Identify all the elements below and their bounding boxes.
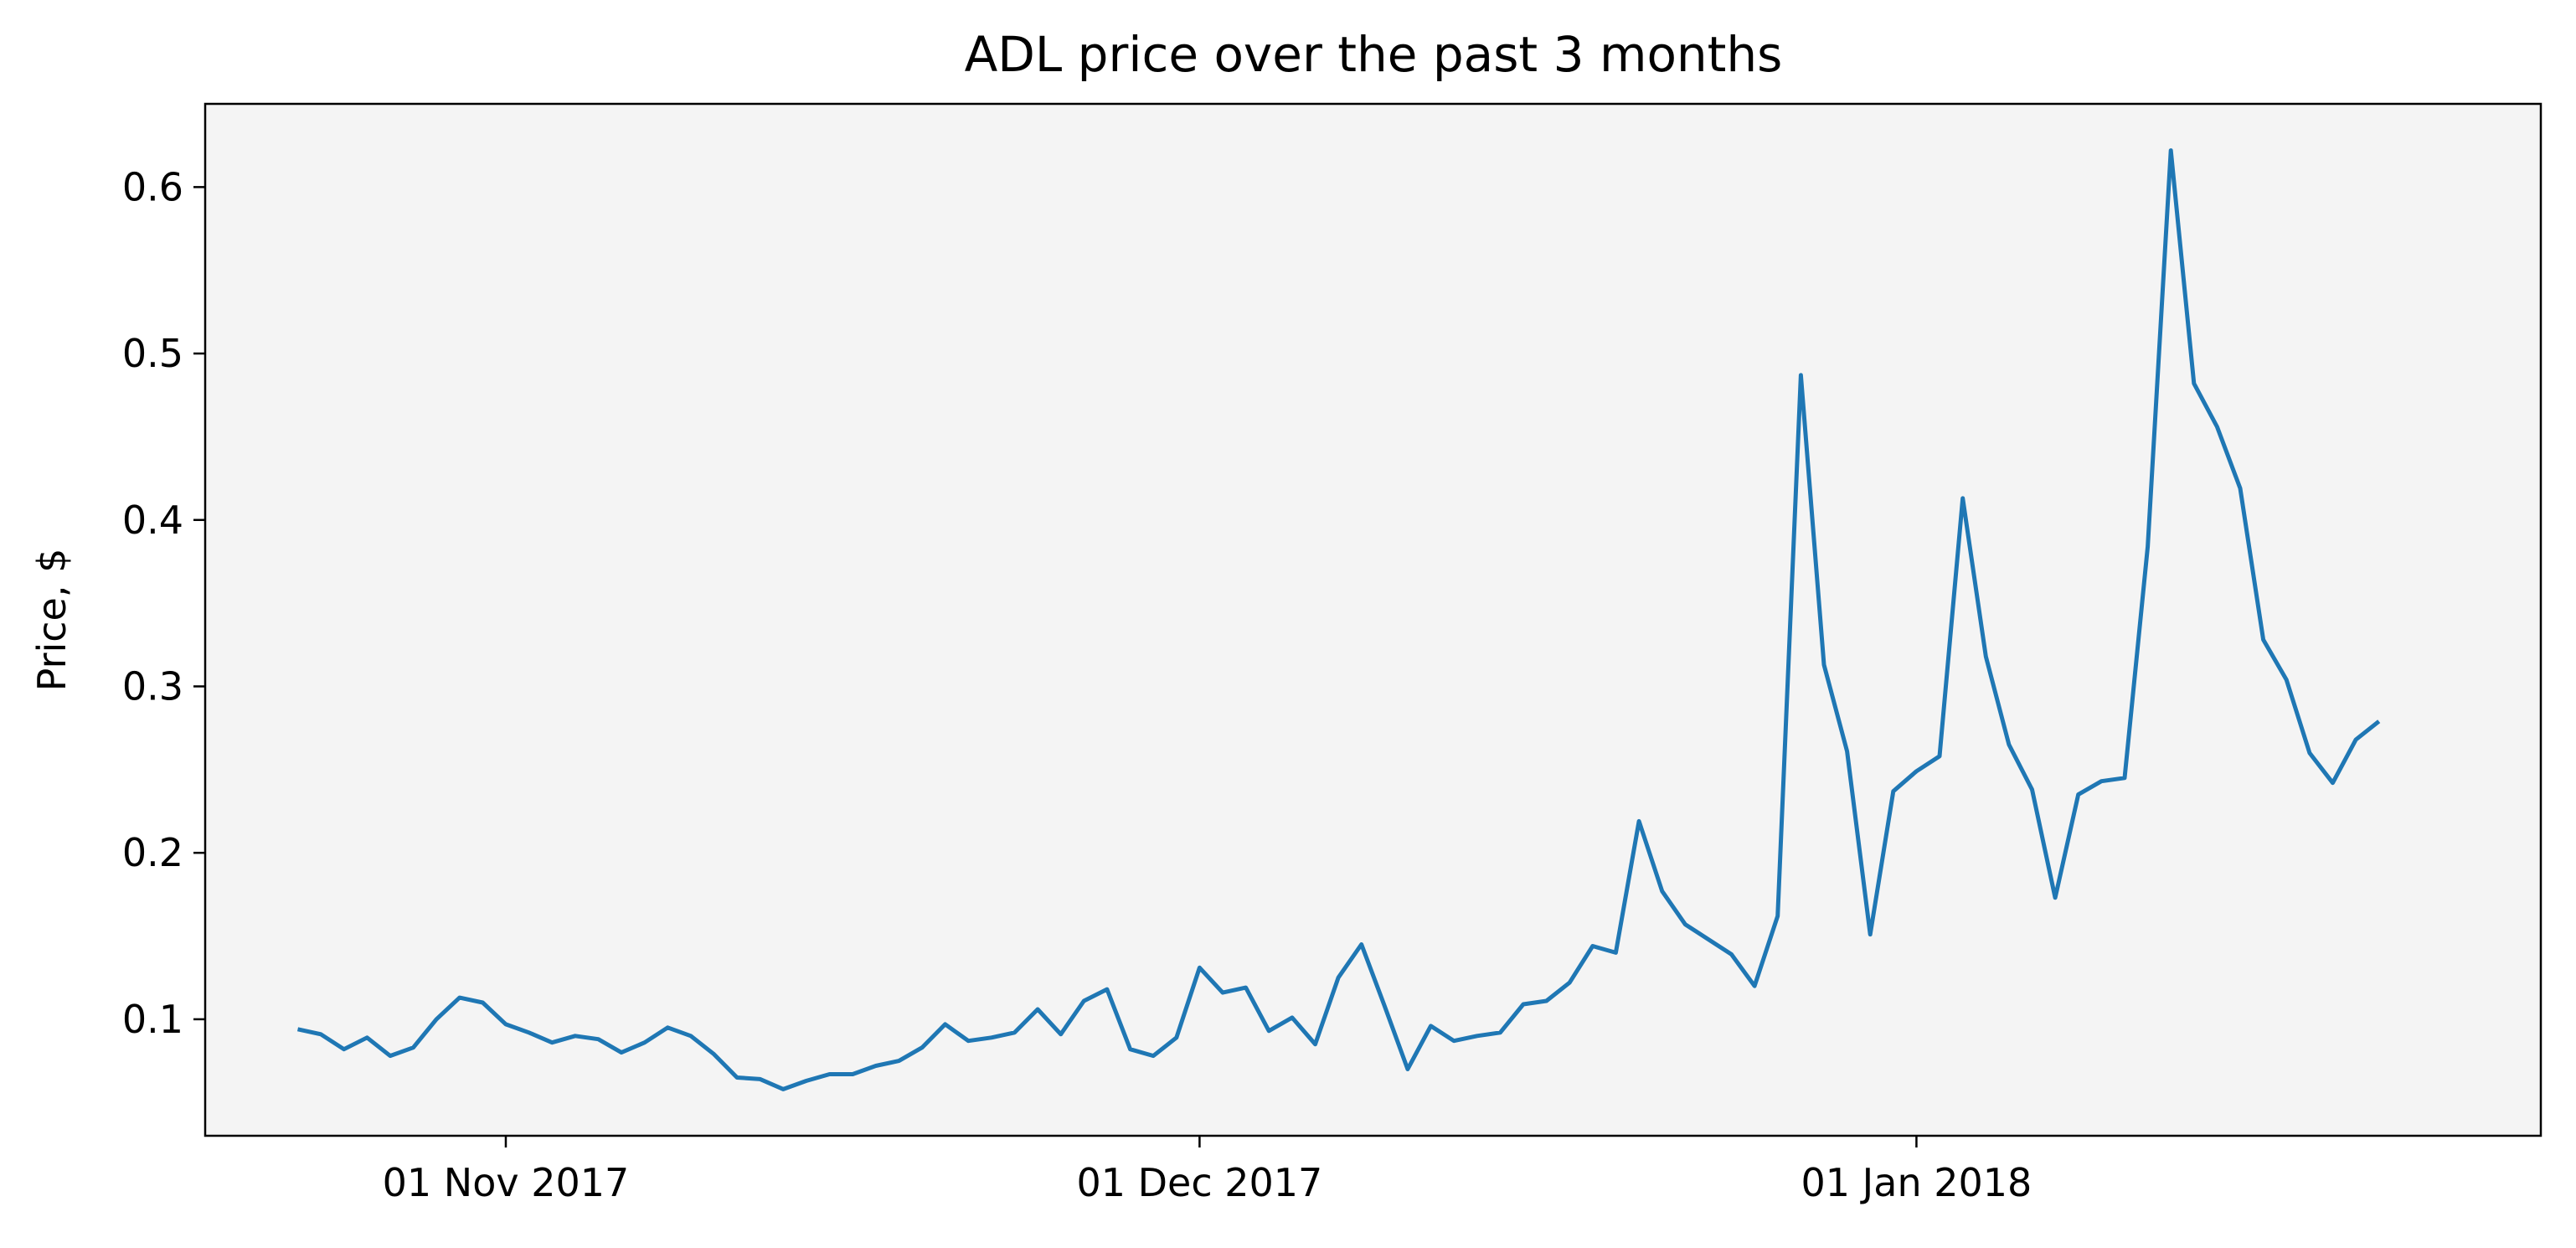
- plot-area: [205, 104, 2541, 1136]
- x-tick-label: 01 Jan 2018: [1801, 1160, 2032, 1205]
- y-axis-label: Price, $: [29, 549, 75, 692]
- y-tick-label: 0.2: [122, 830, 183, 875]
- chart-title: ADL price over the past 3 months: [965, 26, 1783, 83]
- price-series-line: [296, 148, 2381, 1091]
- y-tick-label: 0.6: [122, 164, 183, 209]
- y-axis-ticks: 0.1 0.2 0.3 0.4 0.5 0.6: [122, 164, 205, 1042]
- x-tick-label: 01 Dec 2017: [1076, 1160, 1322, 1205]
- y-tick-label: 0.1: [122, 997, 183, 1042]
- y-tick-label: 0.4: [122, 498, 183, 543]
- x-tick-label: 01 Nov 2017: [383, 1160, 630, 1205]
- x-axis-ticks: 01 Nov 2017 01 Dec 2017 01 Jan 2018: [383, 1136, 2032, 1205]
- plot-frame: [204, 102, 2543, 1137]
- y-tick-label: 0.3: [122, 663, 183, 709]
- y-tick-label: 0.5: [122, 331, 183, 376]
